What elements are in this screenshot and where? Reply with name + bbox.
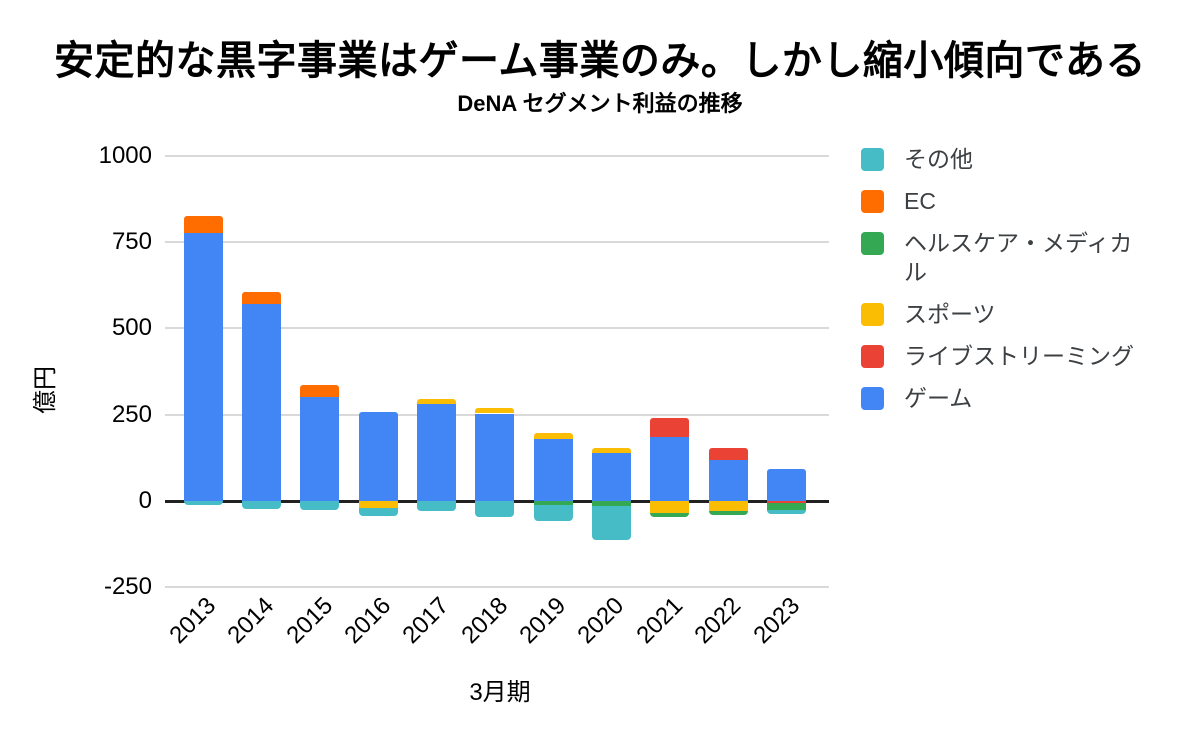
bar-segment-2023-ゲーム[interactable]	[767, 469, 806, 501]
bar-segment-2015-EC[interactable]	[300, 385, 339, 397]
page-title: 安定的な黒字事業はゲーム事業のみ。しかし縮小傾向である	[54, 39, 1146, 83]
x-tick-label-2018: 2018	[456, 592, 514, 649]
bar-segment-2018-その他[interactable]	[475, 501, 514, 517]
legend-label: ゲーム	[904, 385, 973, 411]
gridline-750	[165, 241, 829, 243]
bar-segment-2017-スポーツ[interactable]	[417, 399, 456, 404]
bar-segment-2015-その他[interactable]	[300, 501, 339, 510]
legend-swatch-icon	[861, 345, 884, 368]
legend-label: その他	[904, 146, 973, 172]
bar-segment-2023-ヘルスケア・メディカル[interactable]	[767, 503, 806, 511]
bar-segment-2023-その他[interactable]	[767, 510, 806, 514]
bar-segment-2018-スポーツ[interactable]	[475, 408, 514, 413]
y-tick-label-0: 0	[138, 487, 152, 514]
bar-segment-2015-ゲーム[interactable]	[300, 397, 339, 501]
bar-segment-2022-ゲーム[interactable]	[709, 460, 748, 501]
bar-segment-2022-スポーツ[interactable]	[709, 501, 748, 511]
bar-segment-2021-ライブストリーミング[interactable]	[650, 418, 689, 437]
legend: その他 EC ヘルスケア・メディカルスポーツライブストリーミング ゲーム	[861, 145, 1144, 413]
gridline-500	[165, 327, 829, 329]
legend-swatch-icon	[861, 148, 884, 171]
x-tick-label-2014: 2014	[222, 592, 280, 649]
bar-segment-2017-ゲーム[interactable]	[417, 404, 456, 501]
bar-segment-2014-ゲーム[interactable]	[242, 304, 281, 501]
legend-item-ライブストリーミング[interactable]: ライブストリーミング	[861, 342, 1144, 371]
gridline-1000	[165, 155, 829, 157]
bar-segment-2023-ライブストリーミング[interactable]	[767, 501, 806, 503]
legend-item-ヘルスケア・メディカル[interactable]: ヘルスケア・メディカル	[861, 229, 1144, 287]
bar-segment-2014-その他[interactable]	[242, 501, 281, 509]
x-tick-label-2015: 2015	[281, 592, 339, 649]
bar-segment-2019-スポーツ[interactable]	[534, 433, 573, 439]
legend-label: ヘルスケア・メディカル	[904, 230, 1133, 285]
bar-segment-2013-EC[interactable]	[184, 216, 223, 233]
legend-item-ゲーム[interactable]: ゲーム	[861, 384, 1144, 413]
chart-subtitle: DeNA セグメント利益の推移	[457, 91, 743, 116]
x-tick-label-2019: 2019	[514, 592, 572, 649]
legend-swatch-icon	[861, 190, 884, 213]
legend-item-スポーツ[interactable]: スポーツ	[861, 300, 1144, 329]
bar-segment-2013-ゲーム[interactable]	[184, 233, 223, 501]
bar-segment-2020-スポーツ[interactable]	[592, 448, 631, 453]
legend-label: EC	[904, 188, 936, 214]
x-tick-label-2021: 2021	[631, 592, 689, 649]
x-tick-label-2020: 2020	[572, 592, 630, 649]
y-axis-title: 億円	[32, 366, 59, 414]
x-tick-label-2016: 2016	[339, 592, 397, 649]
bar-segment-2020-ヘルスケア・メディカル[interactable]	[592, 501, 631, 506]
x-tick-label-2013: 2013	[164, 592, 222, 649]
bar-segment-2019-ヘルスケア・メディカル[interactable]	[534, 501, 573, 505]
bar-segment-2022-ヘルスケア・メディカル[interactable]	[709, 511, 748, 515]
bar-segment-2013-その他[interactable]	[184, 501, 223, 505]
bar-segment-2019-その他[interactable]	[534, 505, 573, 521]
x-tick-label-2022: 2022	[689, 592, 747, 649]
bar-segment-2016-その他[interactable]	[359, 508, 398, 516]
bar-segment-2020-その他[interactable]	[592, 506, 631, 540]
bar-segment-2022-ライブストリーミング[interactable]	[709, 448, 748, 460]
bar-segment-2016-ゲーム[interactable]	[359, 412, 398, 501]
y-tick-label-750: 750	[111, 228, 152, 255]
y-tick-label-1000: 1000	[98, 142, 152, 169]
bar-segment-2021-ゲーム[interactable]	[650, 437, 689, 501]
legend-swatch-icon	[861, 387, 884, 410]
y-tick-label-500: 500	[111, 314, 152, 341]
x-tick-label-2017: 2017	[397, 592, 455, 649]
x-tick-label-2023: 2023	[748, 592, 806, 649]
legend-label: ライブストリーミング	[904, 343, 1134, 369]
bar-segment-2021-ヘルスケア・メディカル[interactable]	[650, 513, 689, 517]
legend-swatch-icon	[861, 232, 884, 255]
legend-label: スポーツ	[904, 301, 996, 327]
gridline--250	[165, 586, 829, 588]
y-tick-label-250: 250	[111, 401, 152, 428]
bar-segment-2021-スポーツ[interactable]	[650, 501, 689, 513]
legend-item-EC[interactable]: EC	[861, 187, 1144, 216]
bar-segment-2020-ゲーム[interactable]	[592, 453, 631, 501]
legend-swatch-icon	[861, 303, 884, 326]
bar-segment-2016-スポーツ[interactable]	[359, 501, 398, 508]
y-tick-label--250: -250	[103, 573, 152, 600]
bar-segment-2014-EC[interactable]	[242, 292, 281, 304]
legend-item-その他[interactable]: その他	[861, 145, 1144, 174]
bar-segment-2018-ゲーム[interactable]	[475, 414, 514, 501]
x-axis-title: 3月期	[469, 679, 531, 706]
bar-segment-2019-ゲーム[interactable]	[534, 439, 573, 501]
bar-segment-2017-その他[interactable]	[417, 501, 456, 511]
